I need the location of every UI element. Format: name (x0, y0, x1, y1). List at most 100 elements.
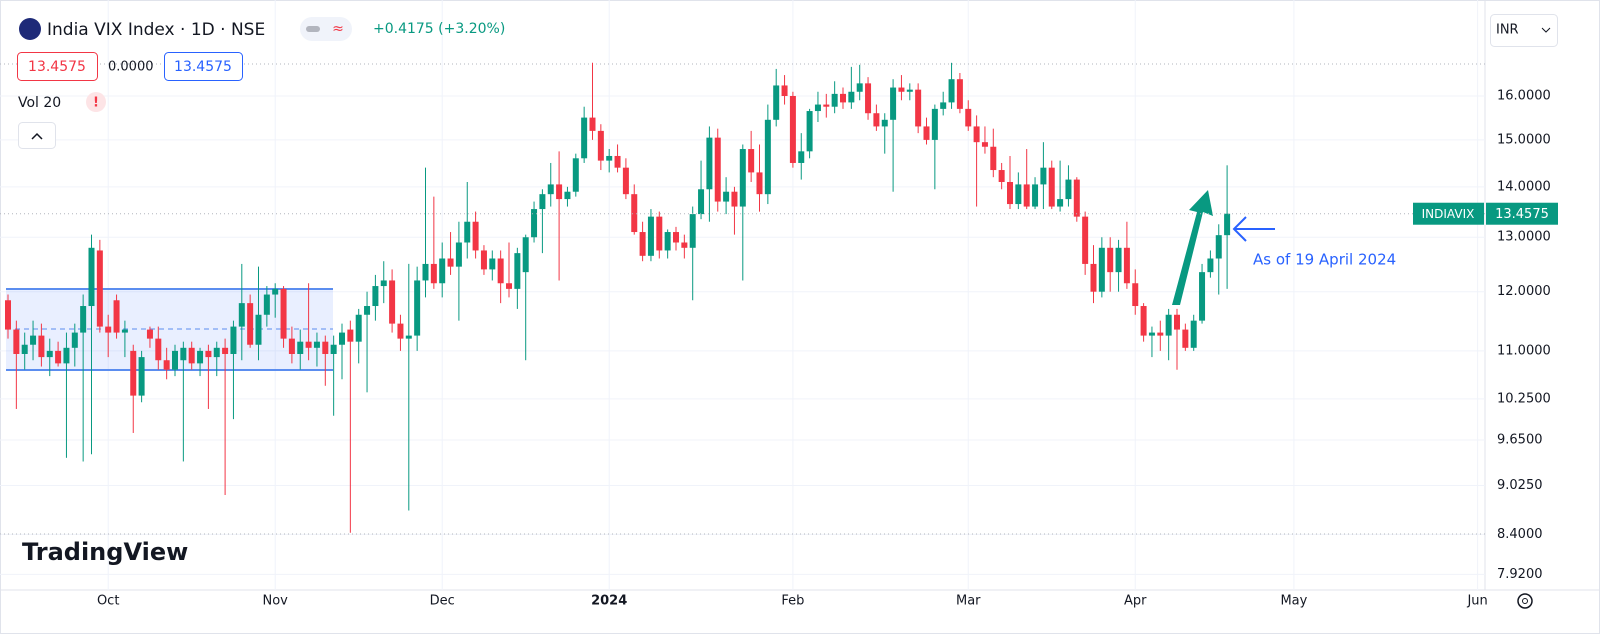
candle-body (823, 104, 830, 107)
candle-body (1115, 247, 1122, 273)
candle-body (364, 306, 371, 315)
y-tick-label: 10.2500 (1497, 391, 1551, 406)
candle-body (405, 335, 412, 339)
candle-body (806, 111, 813, 152)
candle-body (313, 341, 320, 348)
candle-body (940, 102, 947, 109)
candle-body (88, 247, 95, 307)
candle-body (698, 189, 705, 215)
candle-body (439, 258, 446, 284)
candle-body (664, 232, 671, 251)
candle-body (339, 332, 345, 345)
y-tick-label: 9.6500 (1497, 432, 1543, 447)
candle-body (397, 323, 404, 339)
candle-body (856, 83, 863, 92)
candle-body (55, 350, 62, 364)
candle-body (305, 341, 312, 348)
candle-body (1148, 332, 1155, 336)
candle-body (1048, 167, 1055, 207)
x-tick-label: Feb (781, 594, 804, 609)
candle-body (138, 357, 145, 396)
candle-body (121, 329, 128, 333)
candle-body (63, 347, 70, 364)
candle-body (146, 329, 153, 339)
candle-body (572, 158, 579, 192)
candle-body (689, 214, 696, 248)
y-tick-label: 11.0000 (1497, 343, 1551, 358)
candle-body (781, 85, 788, 96)
candle-body (180, 347, 187, 361)
candle-body (898, 87, 905, 92)
candle-body (564, 191, 571, 200)
pointer-arrow-head (1232, 216, 1247, 242)
settings-icon[interactable] (1517, 593, 1533, 609)
candle-body (948, 79, 955, 103)
candle-body (906, 89, 913, 92)
x-tick-label: Mar (956, 594, 981, 609)
candle-body (597, 130, 604, 161)
y-tick-label: 8.4000 (1497, 527, 1543, 542)
alert-badge[interactable] (86, 92, 106, 112)
candle-body (814, 104, 821, 112)
symbol-title[interactable]: India VIX Index · 1D · NSE (47, 20, 265, 40)
candle-body (113, 300, 120, 333)
indicator[interactable]: Vol 20 (18, 95, 61, 111)
candle-body (38, 335, 45, 358)
currency-dropdown[interactable] (1490, 14, 1558, 47)
sell-box[interactable] (17, 52, 98, 81)
collapse-icon (31, 132, 43, 140)
x-tick-label: Oct (97, 594, 119, 609)
candle-body (355, 314, 362, 342)
candle-body (865, 83, 872, 114)
buy-box[interactable] (164, 52, 243, 81)
candle-body (881, 119, 888, 127)
candle-body (205, 350, 212, 358)
candle-body (172, 350, 178, 370)
candle-body (380, 280, 387, 287)
candle-body (631, 194, 638, 233)
candle-body (1224, 213, 1231, 236)
candle-body (606, 155, 613, 161)
candle-body (1032, 184, 1039, 207)
status-pill[interactable] (300, 17, 352, 41)
candle-body (1082, 216, 1089, 264)
candle-body (447, 258, 454, 267)
candle-body (647, 216, 654, 256)
candle-body (1215, 235, 1222, 259)
candle-body (1123, 247, 1130, 284)
symbol-logo (19, 18, 41, 40)
candle-body (105, 326, 112, 333)
candle-body (1182, 329, 1189, 348)
candle-body (330, 344, 337, 354)
candle-body (981, 142, 988, 147)
settings-icon-core (1522, 598, 1528, 604)
candle-body (581, 117, 588, 159)
candle-body (5, 300, 11, 330)
candle-body (1090, 263, 1097, 292)
y-tick-label: 7.9200 (1497, 567, 1543, 582)
y-tick-label: 16.0000 (1497, 88, 1551, 103)
candle-body (1057, 199, 1064, 207)
y-tick-label: 14.0000 (1497, 179, 1551, 194)
sell-price: 13.4575 (28, 59, 86, 75)
candle-body (739, 149, 746, 207)
candle-body (280, 288, 287, 339)
candle-body (389, 280, 396, 324)
candle-body (547, 184, 554, 195)
candle-body (1040, 167, 1047, 185)
brand-logo[interactable]: TradingView (22, 538, 188, 566)
collapse-button[interactable] (18, 122, 56, 149)
candle-body (873, 113, 880, 127)
candle-body (1065, 179, 1072, 200)
candle-body (480, 250, 487, 270)
candle-body (238, 303, 245, 327)
candle-body (539, 194, 546, 210)
candle-body (506, 283, 512, 289)
candle-body (998, 170, 1005, 182)
candle-body (1165, 314, 1172, 336)
candle-body (288, 338, 295, 354)
candle-body (497, 258, 504, 284)
candle-body (673, 232, 679, 243)
candle-body (414, 280, 421, 336)
candle-body (622, 167, 629, 195)
